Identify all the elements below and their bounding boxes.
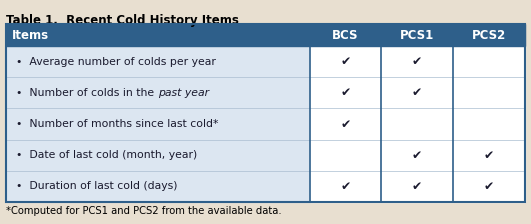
Bar <box>310 77 381 108</box>
Bar <box>310 46 381 77</box>
Bar <box>453 24 525 46</box>
Bar <box>381 140 453 171</box>
Bar <box>310 108 381 140</box>
Text: Table 1.  Recent Cold History Items: Table 1. Recent Cold History Items <box>6 14 239 27</box>
Bar <box>310 24 381 46</box>
Bar <box>310 171 381 202</box>
Text: BCS: BCS <box>332 28 358 41</box>
Text: ✔: ✔ <box>412 55 422 68</box>
Text: ✔: ✔ <box>412 149 422 162</box>
Bar <box>6 24 525 202</box>
Bar <box>381 46 453 77</box>
Text: ✔: ✔ <box>340 55 350 68</box>
Bar <box>453 77 525 108</box>
Bar <box>6 46 310 77</box>
Text: *Computed for PCS1 and PCS2 from the available data.: *Computed for PCS1 and PCS2 from the ava… <box>6 206 281 216</box>
Text: ✔: ✔ <box>412 180 422 193</box>
Bar <box>6 77 310 108</box>
Bar <box>453 46 525 77</box>
Text: •  Duration of last cold (days): • Duration of last cold (days) <box>16 181 177 191</box>
Text: ✔: ✔ <box>484 180 494 193</box>
Text: ✔: ✔ <box>340 86 350 99</box>
Text: •  Number of months since last cold*: • Number of months since last cold* <box>16 119 218 129</box>
Bar <box>381 108 453 140</box>
Text: ✔: ✔ <box>340 180 350 193</box>
Bar <box>381 77 453 108</box>
Bar <box>310 140 381 171</box>
Bar <box>381 171 453 202</box>
Bar <box>453 171 525 202</box>
Text: •  Number of colds in the: • Number of colds in the <box>16 88 158 98</box>
Text: ✔: ✔ <box>484 149 494 162</box>
Text: ✔: ✔ <box>340 118 350 131</box>
Bar <box>453 140 525 171</box>
Text: past year: past year <box>158 88 209 98</box>
Bar <box>453 108 525 140</box>
Bar <box>6 108 310 140</box>
Bar <box>381 24 453 46</box>
Bar <box>6 24 310 46</box>
Bar <box>6 171 310 202</box>
Text: Items: Items <box>12 28 49 41</box>
Bar <box>6 140 310 171</box>
Text: ✔: ✔ <box>412 86 422 99</box>
Text: •  Date of last cold (month, year): • Date of last cold (month, year) <box>16 150 197 160</box>
Text: PCS2: PCS2 <box>472 28 506 41</box>
Text: •  Average number of colds per year: • Average number of colds per year <box>16 57 216 67</box>
Text: PCS1: PCS1 <box>400 28 434 41</box>
